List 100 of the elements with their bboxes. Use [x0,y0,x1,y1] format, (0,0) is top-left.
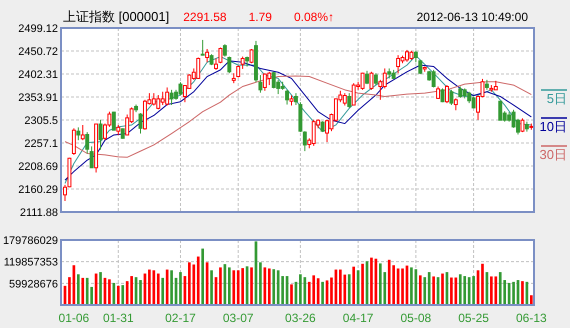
y-tick-label: 2450.72 [18,46,58,58]
candlestick [294,92,298,106]
candlestick [347,92,352,108]
bar [76,274,80,305]
y-tick-label: 2208.69 [18,161,58,173]
bar [303,277,306,305]
bar [503,280,506,305]
bar [156,274,160,305]
bar [94,274,98,305]
candlestick [214,58,218,70]
candlestick [444,84,449,104]
y-tick-label: 2353.91 [18,92,58,104]
bar [339,270,342,305]
bar [521,281,524,305]
bar [166,270,168,305]
y-tick-label: 179786029 [2,235,58,247]
bar [458,274,462,305]
candlestick [80,124,85,141]
candlestick [196,57,200,80]
candlestick [245,56,250,68]
candlestick [76,126,80,141]
candlestick [290,95,294,106]
bar [130,276,133,305]
bar [206,262,208,305]
bar [454,278,458,305]
bar [352,266,356,305]
candlestick [436,86,440,100]
bar [161,278,164,305]
candlestick [205,48,210,63]
candlestick [342,92,347,106]
bar [254,241,258,305]
chart-title: 上证指数 [000001] [63,9,170,24]
x-tick-label: 05-08 [400,311,432,325]
candlestick [449,89,454,106]
candlestick [218,47,222,64]
candlestick [374,72,378,86]
candlestick [112,111,116,131]
candlestick [409,50,414,60]
candlestick [272,71,276,89]
candlestick [250,48,254,64]
x-tick-label: 05-25 [458,311,490,325]
bar [201,248,204,305]
bar [356,270,360,305]
bar [290,284,293,305]
candlestick [418,59,422,75]
y-tick-label: 2499.12 [18,23,58,35]
bar [418,275,422,305]
bar [498,272,502,305]
bar [121,285,124,305]
bar [423,277,426,305]
bar [144,274,146,305]
bar [86,278,89,305]
candlestick [285,89,290,106]
bar [428,272,431,305]
candlestick [302,130,307,152]
bar [188,262,191,305]
bar [361,264,364,305]
y-tick-label: 2160.29 [18,184,58,196]
bar [486,272,488,305]
x-tick-label: 01-31 [102,311,134,325]
bar [272,269,276,305]
bar [192,264,196,305]
bar [99,272,102,305]
bar [224,264,226,305]
y-tick-label: 2111.88 [20,207,58,219]
candlestick [240,56,245,70]
x-tick-label: 01-06 [58,311,90,325]
legend-label: 10日 [540,119,567,134]
bar [494,276,498,305]
candlestick [352,82,356,106]
candlestick [156,94,160,110]
legend-label: 5日 [546,91,567,106]
candlestick [454,98,458,111]
bar [210,270,213,305]
candlestick [414,50,418,63]
bar [286,276,288,305]
bar [370,258,373,305]
candlestick [387,68,392,79]
bar [316,278,320,305]
bar [228,267,231,305]
bar [184,276,186,305]
candlestick [365,70,369,85]
candlestick [494,80,498,90]
bar [446,272,448,305]
legend-label: 30日 [540,147,567,162]
candlestick [520,118,524,133]
y-tick-label: 2402.31 [18,69,58,81]
candlestick [382,68,387,89]
bar [441,274,444,305]
candlestick [498,100,502,121]
bar [348,274,351,305]
y-tick-label: 2257.1 [24,138,58,150]
bar [268,268,271,305]
text: 2012-06-13 10:49:00 [416,10,528,24]
line-series [64,76,532,158]
bar [104,278,106,305]
candlestick [222,44,227,58]
candlestick [170,89,174,106]
bar [463,276,466,305]
bar [383,272,386,305]
